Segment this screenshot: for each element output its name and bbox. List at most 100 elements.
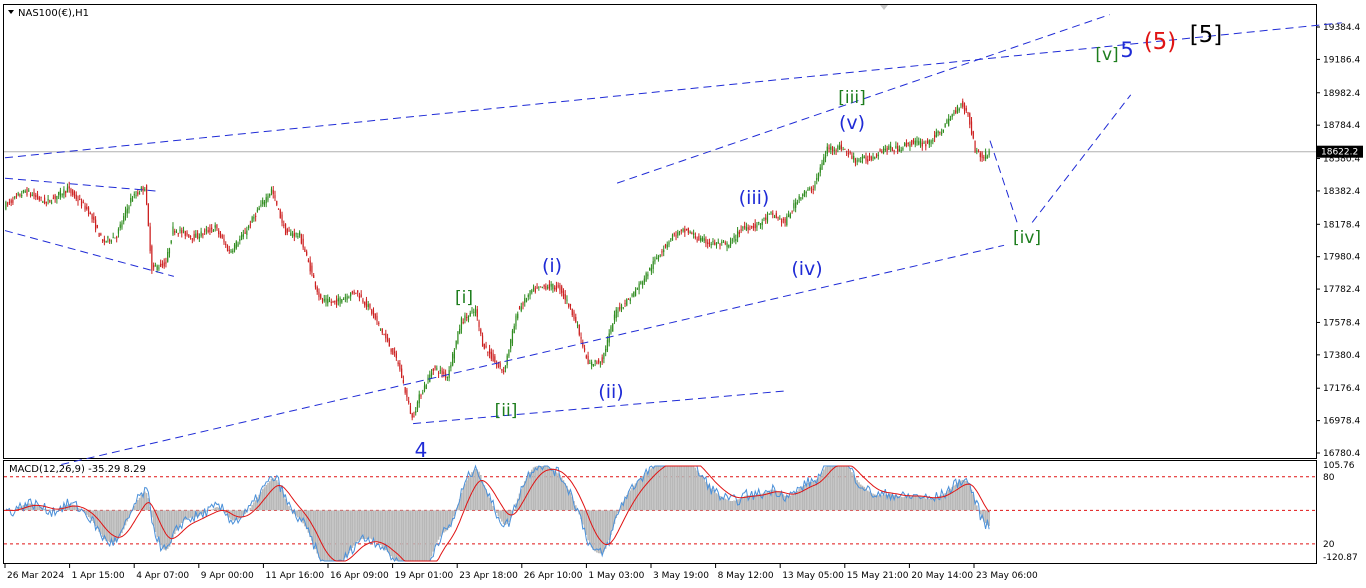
candle-body bbox=[726, 243, 728, 248]
wave-label: (ii) bbox=[598, 381, 623, 403]
candle-body bbox=[172, 226, 174, 235]
candle-body bbox=[664, 244, 667, 247]
trendline-upper-channel[interactable] bbox=[4, 22, 1342, 159]
chart-shift-marker-icon[interactable] bbox=[880, 5, 888, 10]
candle-body bbox=[5, 202, 7, 210]
candle-body bbox=[710, 244, 712, 246]
candle-body bbox=[58, 191, 60, 195]
candle-body bbox=[105, 240, 107, 242]
candle-body bbox=[467, 315, 470, 321]
candle-body bbox=[585, 355, 587, 358]
candle-body bbox=[300, 234, 302, 244]
candle-body bbox=[448, 370, 450, 379]
candle-body bbox=[392, 348, 394, 355]
candle-body bbox=[888, 146, 890, 150]
trendline-inner-upper-channel[interactable] bbox=[616, 14, 1110, 184]
candle-body bbox=[599, 362, 601, 364]
candle-body bbox=[453, 350, 456, 359]
candle-body bbox=[831, 146, 834, 151]
candle-body bbox=[970, 121, 973, 134]
candle-body bbox=[325, 298, 327, 303]
candle-body bbox=[205, 229, 207, 231]
candle-body bbox=[47, 199, 49, 201]
candle-body bbox=[619, 307, 621, 310]
candle-body bbox=[339, 298, 341, 304]
candle-body bbox=[847, 153, 850, 155]
candle-body bbox=[640, 281, 642, 284]
candle-body bbox=[884, 149, 886, 151]
candle-body bbox=[483, 343, 485, 349]
candle-body bbox=[742, 227, 744, 229]
candle-body bbox=[218, 230, 220, 235]
candle-body bbox=[390, 348, 392, 352]
candle-body bbox=[520, 306, 522, 311]
candle-body bbox=[541, 286, 543, 288]
candle-body bbox=[761, 221, 763, 226]
time-tick-label: 23 May 06:00 bbox=[976, 571, 1038, 581]
candle-body bbox=[557, 285, 559, 287]
candle-body bbox=[59, 190, 62, 197]
candle-body bbox=[837, 145, 839, 150]
candle-body bbox=[418, 394, 420, 404]
candle-body bbox=[14, 196, 16, 198]
candle-body bbox=[66, 187, 69, 193]
trendline-projection-up[interactable] bbox=[1031, 94, 1132, 223]
candle-body bbox=[548, 284, 550, 289]
candle-body bbox=[443, 371, 445, 375]
candle-body bbox=[779, 218, 781, 220]
wave-label: [i] bbox=[455, 288, 473, 308]
macd-current-marker bbox=[1317, 505, 1355, 516]
candle-body bbox=[239, 239, 241, 241]
trendline-lower-channel[interactable] bbox=[61, 244, 1005, 466]
candle-body bbox=[10, 200, 12, 203]
candle-body bbox=[603, 352, 605, 359]
time-tick-label: 20 May 14:00 bbox=[911, 571, 973, 581]
dropdown-triangle-icon[interactable] bbox=[8, 10, 14, 14]
candle-body bbox=[307, 260, 310, 262]
trendline-ii-line[interactable] bbox=[413, 390, 787, 425]
candle-body bbox=[86, 206, 88, 210]
candle-body bbox=[786, 216, 788, 226]
chart-title: NAS100(€),H1 bbox=[8, 8, 89, 19]
candle-body bbox=[745, 227, 747, 230]
candle-body bbox=[703, 238, 705, 241]
candle-body bbox=[515, 315, 517, 327]
candle-body bbox=[680, 229, 682, 231]
candle-body bbox=[154, 265, 156, 267]
candle-body bbox=[212, 229, 215, 232]
candle-body bbox=[754, 223, 756, 229]
candle-body bbox=[211, 227, 213, 230]
candle-body bbox=[626, 299, 628, 306]
trendline-projection-down[interactable] bbox=[989, 140, 1019, 226]
candle-body bbox=[576, 324, 579, 326]
candle-body bbox=[161, 263, 164, 266]
candle-body bbox=[555, 285, 558, 291]
candle-body bbox=[411, 413, 413, 418]
candle-body bbox=[207, 230, 209, 232]
trendlines[interactable] bbox=[4, 14, 1342, 466]
candle-body bbox=[487, 351, 489, 353]
candle-body bbox=[846, 151, 848, 153]
current-price-box bbox=[1317, 145, 1363, 158]
candle-body bbox=[914, 140, 916, 145]
candle-body bbox=[562, 291, 565, 297]
candle-body bbox=[518, 307, 521, 309]
candle-body bbox=[198, 236, 200, 239]
trendline-left-wedge-bottom[interactable] bbox=[4, 230, 174, 277]
candle-body bbox=[736, 231, 739, 239]
candle-body bbox=[839, 145, 841, 150]
candle-body bbox=[348, 297, 350, 299]
candle-body bbox=[119, 224, 121, 228]
candle-body bbox=[633, 291, 635, 297]
time-tick-label: 1 Apr 15:00 bbox=[72, 571, 125, 581]
candle-body bbox=[823, 157, 825, 165]
candle-body bbox=[413, 415, 415, 417]
candle-body bbox=[128, 206, 130, 210]
candle-body bbox=[160, 263, 162, 267]
candle-body bbox=[865, 156, 867, 161]
candle-body bbox=[284, 223, 287, 236]
candle-body bbox=[772, 213, 774, 215]
candle-body bbox=[267, 196, 269, 201]
candle-body bbox=[265, 197, 267, 204]
